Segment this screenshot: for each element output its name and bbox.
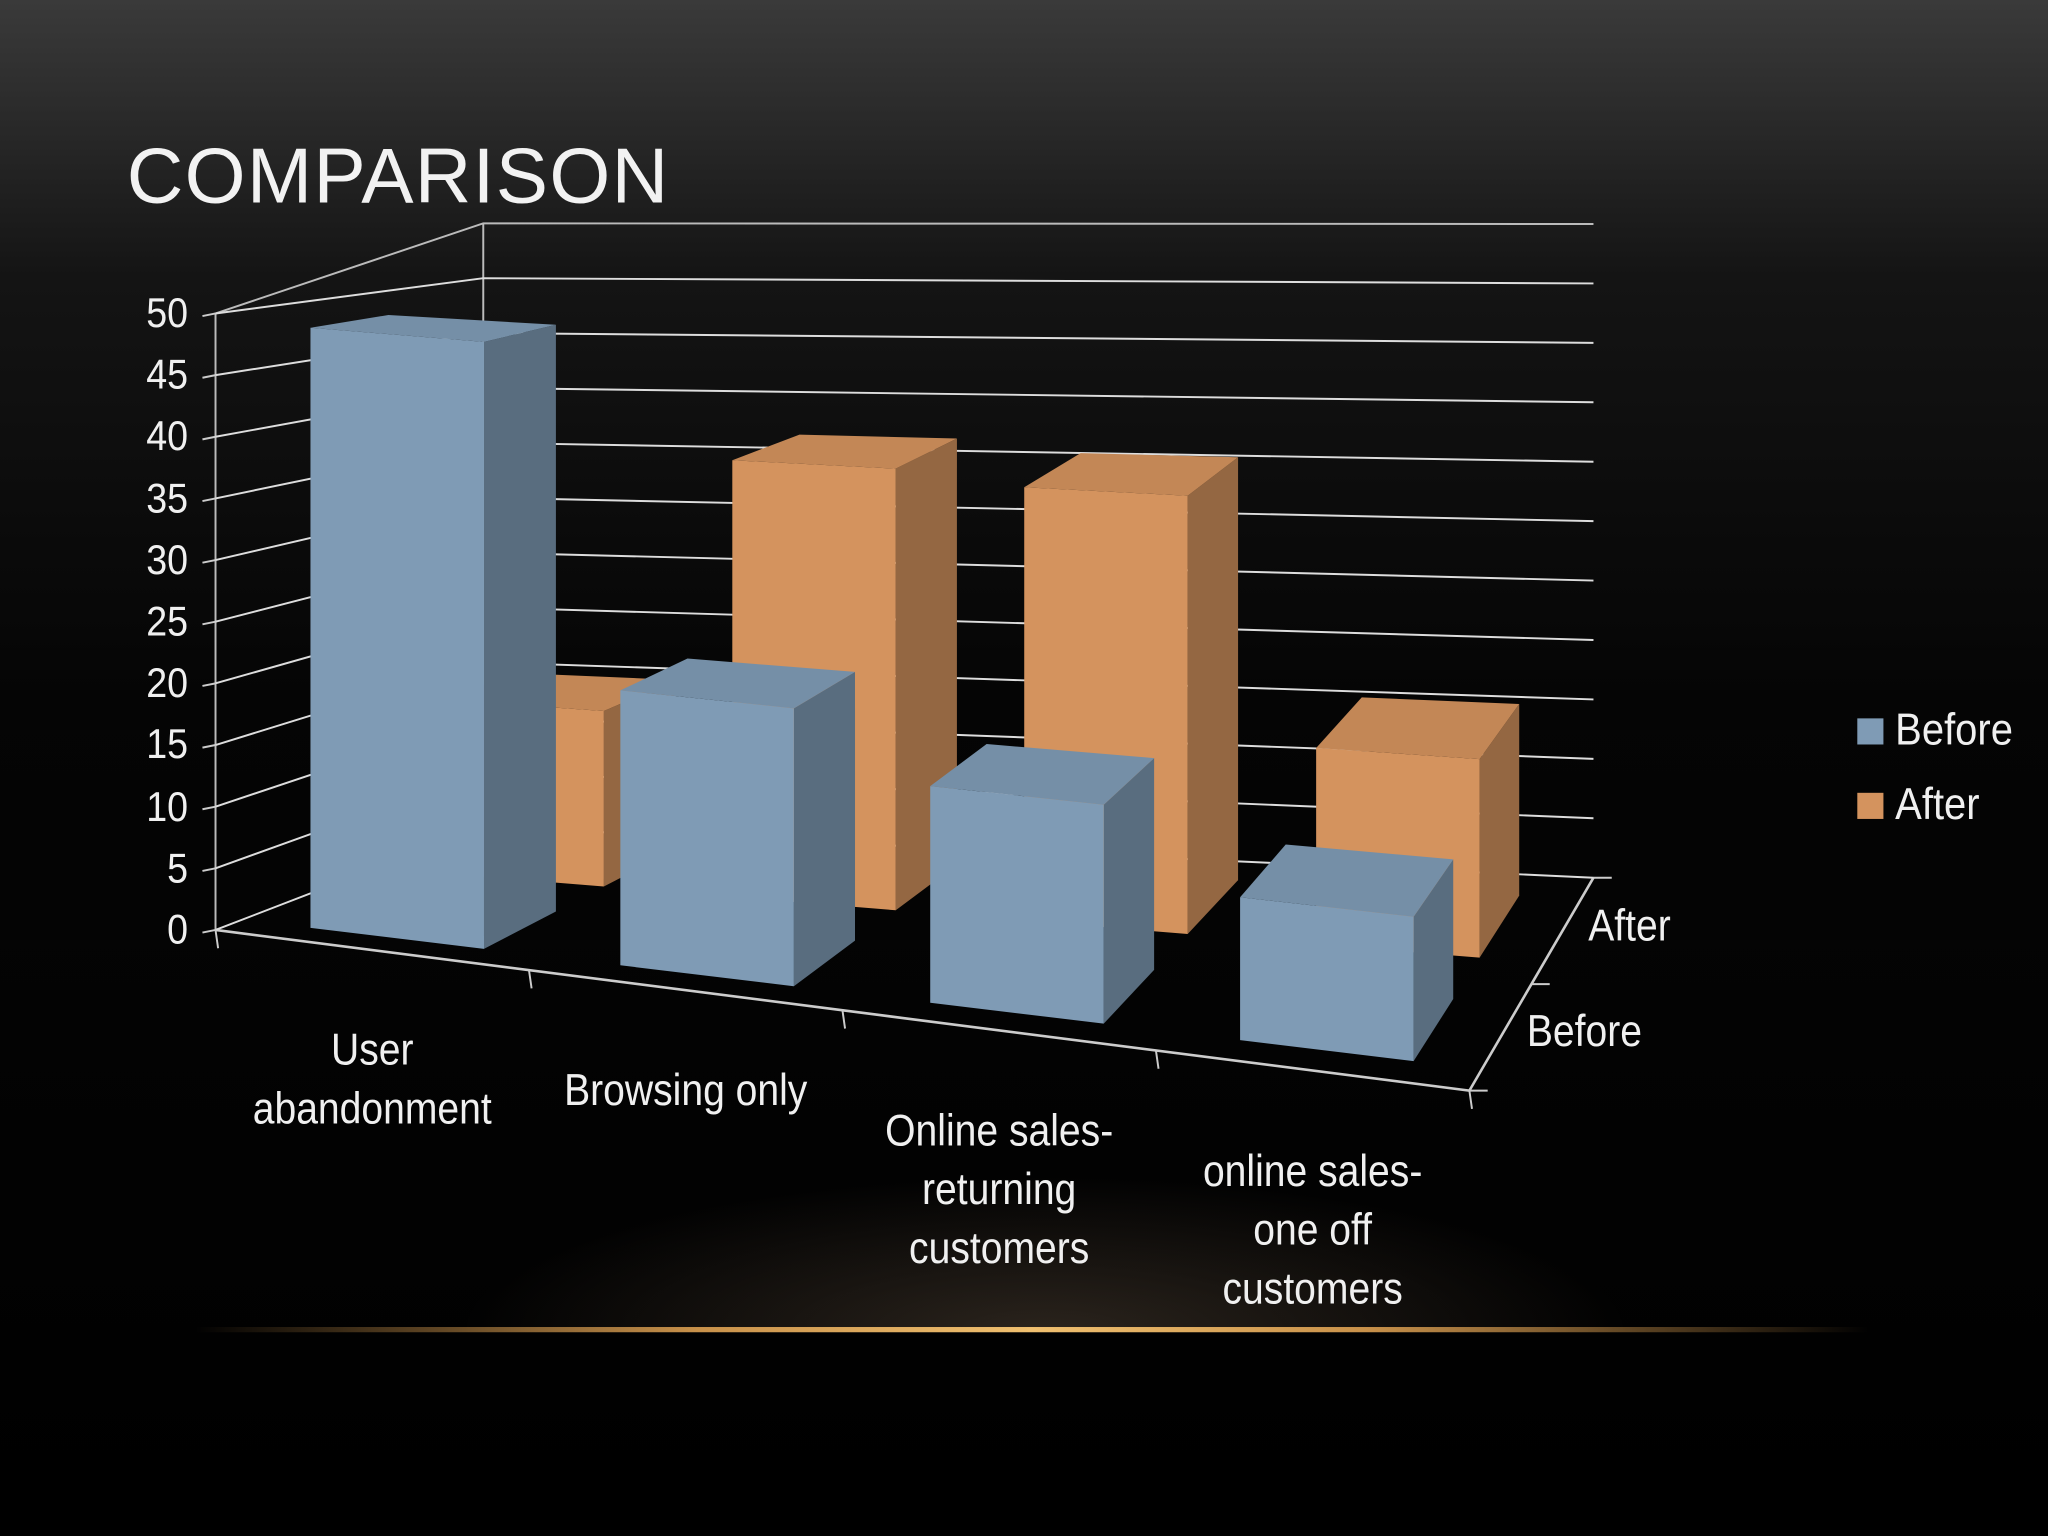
bar bbox=[930, 744, 1155, 1024]
legend-swatch bbox=[1857, 718, 1884, 745]
legend-label: After bbox=[1895, 779, 1980, 830]
chart-title: COMPARISON bbox=[126, 131, 670, 220]
x-tick-label: online sales-one off customers bbox=[1202, 1146, 1423, 1314]
y-tick-label: 25 bbox=[146, 597, 189, 645]
bar-top bbox=[1024, 453, 1239, 496]
y-tick-label: 0 bbox=[167, 905, 189, 953]
y-tick bbox=[202, 435, 216, 441]
bar-top bbox=[930, 744, 1155, 805]
y-tick-label: 20 bbox=[146, 659, 189, 707]
y-tick-label: 50 bbox=[146, 289, 189, 337]
x-tick bbox=[841, 1010, 847, 1029]
grid-line bbox=[215, 277, 1594, 315]
bar-front bbox=[1240, 897, 1414, 1062]
y-tick bbox=[202, 374, 216, 379]
x-tick bbox=[1154, 1050, 1160, 1069]
bar-top bbox=[310, 314, 556, 342]
x-tick bbox=[1468, 1090, 1473, 1110]
y-tick bbox=[202, 497, 216, 502]
bar bbox=[310, 314, 556, 949]
y-tick-label: 40 bbox=[146, 412, 189, 460]
bar-top bbox=[1240, 844, 1454, 917]
glow-line bbox=[195, 1327, 1868, 1333]
bar-side bbox=[1413, 859, 1454, 1062]
x-tick bbox=[214, 929, 220, 949]
bar-top bbox=[1316, 697, 1520, 760]
y-tick-label: 15 bbox=[146, 720, 189, 768]
bar-side bbox=[793, 671, 856, 987]
y-tick-label: 30 bbox=[146, 535, 189, 583]
y-tick bbox=[202, 682, 216, 687]
bar bbox=[620, 658, 856, 987]
bar-front bbox=[930, 786, 1104, 1024]
y-tick-label: 5 bbox=[167, 844, 189, 892]
depth-label: Before bbox=[1526, 1007, 1642, 1057]
bar-front bbox=[310, 327, 484, 949]
bar-top bbox=[732, 434, 957, 469]
x-tick-label: Online sales-returning customers bbox=[885, 1106, 1114, 1274]
x-tick-label: Browsing only bbox=[564, 1065, 808, 1116]
bar bbox=[1240, 844, 1454, 1062]
x-tick-label: User abandonment bbox=[252, 1025, 492, 1135]
y-tick bbox=[202, 867, 216, 872]
bar-front bbox=[620, 690, 794, 987]
glow bbox=[457, 1175, 1633, 1333]
bar-side bbox=[1479, 703, 1520, 958]
depth-label: After bbox=[1588, 900, 1672, 951]
bar-side bbox=[1187, 457, 1239, 934]
y-tick bbox=[202, 312, 216, 318]
bar-side bbox=[1103, 758, 1155, 1024]
bar-top bbox=[620, 658, 856, 709]
y-tick bbox=[202, 620, 216, 626]
y-tick bbox=[202, 744, 216, 749]
y-tick-label: 45 bbox=[146, 350, 189, 398]
y-tick bbox=[202, 559, 216, 564]
x-tick bbox=[528, 969, 533, 989]
y-tick-label: 10 bbox=[146, 782, 189, 830]
y-tick bbox=[202, 805, 216, 811]
y-tick-label: 35 bbox=[146, 474, 189, 522]
bar-side bbox=[483, 324, 556, 949]
legend-label: Before bbox=[1895, 705, 2013, 755]
y-tick bbox=[202, 928, 216, 934]
legend-swatch bbox=[1857, 792, 1884, 819]
